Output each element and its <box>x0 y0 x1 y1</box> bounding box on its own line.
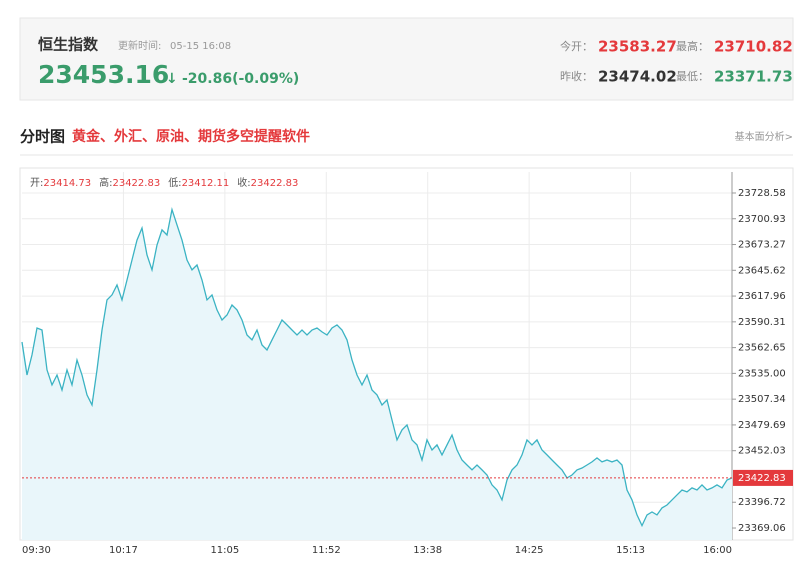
stat-label: 昨收： <box>560 69 593 83</box>
info-label: 低: <box>168 176 181 189</box>
stat-value: 23371.73 <box>714 68 793 86</box>
analysis-link[interactable]: 基本面分析> <box>735 130 793 143</box>
last-price-label: 23422.83 <box>738 473 786 484</box>
header-box <box>19 17 794 101</box>
x-tick-label: 11:52 <box>312 545 341 556</box>
info-value: 23414.73 <box>43 178 91 189</box>
x-tick-label: 16:00 <box>703 545 732 556</box>
x-tick-label: 14:25 <box>515 545 544 556</box>
update-time: 05-15 16:08 <box>170 41 231 52</box>
info-label: 收: <box>237 176 250 189</box>
info-value: 23422.83 <box>112 178 160 189</box>
change-arrow: ↓ <box>166 71 178 87</box>
y-tick-label: 23617.96 <box>738 291 786 302</box>
stat-label: 最高： <box>676 39 709 53</box>
x-tick-label: 09:30 <box>22 545 51 556</box>
price: 23453.16 <box>38 60 169 89</box>
area <box>22 209 732 540</box>
x-tick-label: 11:05 <box>210 545 239 556</box>
chart: 23728.58 23700.93 23673.27 23645.62 23617.96… <box>21 172 793 556</box>
x-tick-label: 15:13 <box>616 545 645 556</box>
y-tick-label: 23396.72 <box>738 497 786 508</box>
last-price-box <box>733 469 793 486</box>
y-tick-label: 23452.03 <box>738 446 786 457</box>
info-value: 23412.11 <box>182 178 230 189</box>
stat-value: 23710.82 <box>714 38 793 56</box>
stat-value: 23583.27 <box>598 38 677 56</box>
x-tick-label: 13:38 <box>413 545 442 556</box>
change: -20.86(-0.09%) <box>182 71 299 87</box>
update-label: 更新时间: <box>118 39 161 52</box>
stat-label: 今开： <box>560 39 593 53</box>
stats: 今开： 23583.27 最高： 23710.82 昨收： 23474.02 最低： 2337… <box>560 38 793 86</box>
stat-label: 最低： <box>676 70 709 83</box>
info-value: 23422.83 <box>251 178 299 189</box>
promo-link[interactable]: 黄金、外汇、原油、期货多空提醒软件 <box>72 128 310 145</box>
y-tick-label: 23673.27 <box>738 240 786 251</box>
info-label: 高: <box>99 176 112 189</box>
price-line <box>21 207 733 528</box>
y-tick-label: 23700.93 <box>738 214 786 225</box>
y-tick-label: 23590.31 <box>738 317 786 328</box>
y-tick-label: 23562.65 <box>738 343 786 354</box>
section-title: 分时图 <box>20 128 65 146</box>
y-tick-label: 23728.58 <box>738 188 786 199</box>
x-tick-label: 10:17 <box>109 545 138 556</box>
y-tick-label: 23479.69 <box>738 420 786 431</box>
index-name: 恒生指数 <box>38 36 99 54</box>
y-tick-label: 23507.34 <box>738 394 786 405</box>
y-tick-label: 23369.06 <box>738 523 786 534</box>
y-tick-label: 23535.00 <box>738 368 786 379</box>
stat-value: 23474.02 <box>598 68 677 86</box>
y-tick-label: 23645.62 <box>738 265 786 276</box>
info-label: 开: <box>30 178 43 189</box>
